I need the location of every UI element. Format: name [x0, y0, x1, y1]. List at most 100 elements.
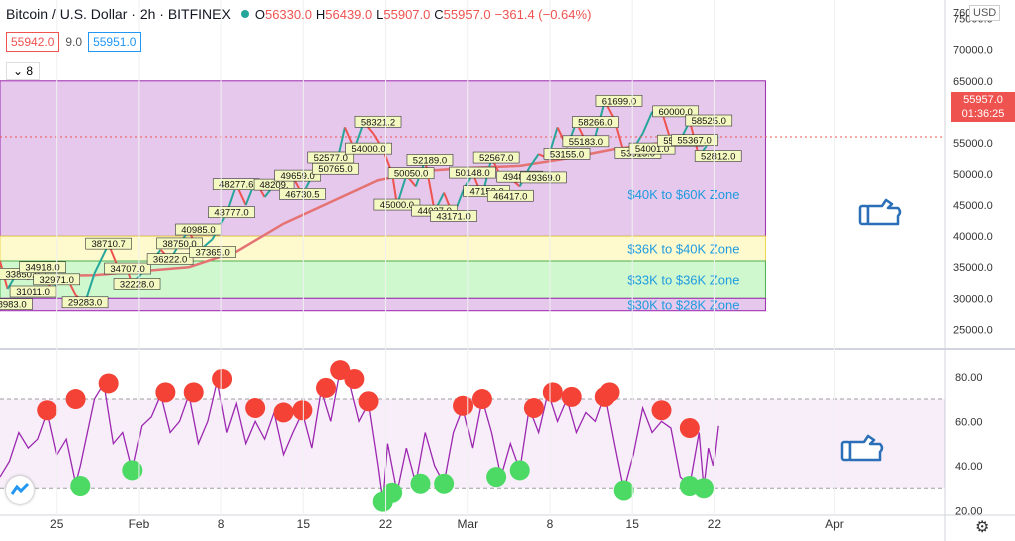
oversold-marker [382, 482, 403, 503]
overbought-marker [542, 382, 563, 403]
price-label-text: 58266.0 [578, 118, 612, 129]
price-axis-tick: 70000.0 [953, 45, 993, 57]
overbought-marker [37, 400, 58, 421]
price-segment [528, 153, 540, 169]
overbought-marker [358, 391, 379, 412]
currency-label[interactable]: USD [969, 5, 1001, 21]
rsi-axis-tick: 20.00 [955, 506, 983, 518]
open-label: O [254, 7, 265, 22]
rsi-band [0, 399, 945, 489]
tradingview-logo-icon[interactable] [6, 476, 34, 504]
thumbs-up-icon [858, 198, 902, 226]
overbought-marker [292, 400, 313, 421]
indicator-count: 8 [26, 64, 34, 78]
price-label: 43171.0 [430, 210, 477, 222]
price-label-text: 43171.0 [436, 211, 470, 222]
price-label-box [449, 166, 496, 179]
oversold-marker [434, 473, 455, 494]
thumbs-up-icon [840, 434, 884, 462]
price-label: 31011.0 [9, 285, 57, 298]
market-status-icon [240, 10, 249, 18]
price-label-box [61, 296, 109, 309]
time-axis-tick: Mar [457, 517, 478, 531]
price-label-box [628, 142, 676, 155]
price-label: 29283.0 [61, 296, 109, 309]
price-label-text: 52812.0 [701, 152, 735, 163]
sell-button[interactable]: 55942.0 [6, 32, 60, 52]
price-label-text: 29283.0 [68, 298, 102, 309]
price-label-text: 46730.5 [285, 189, 319, 200]
overbought-marker [155, 382, 176, 403]
thumb-hand [848, 434, 884, 462]
price-label: 58266.0 [572, 116, 619, 129]
price-label: 52577.0 [307, 151, 355, 164]
time-axis-tick: 8 [218, 517, 225, 531]
price-label-box [156, 237, 203, 250]
price-label-box [430, 210, 477, 222]
price-label-box [354, 115, 402, 128]
buy-button[interactable]: 55951.0 [88, 32, 142, 52]
overbought-marker [98, 373, 119, 394]
high-label: H [315, 7, 326, 22]
price-label-box [543, 148, 591, 160]
symbol-title[interactable]: Bitcoin / U.S. Dollar · 2h · BITFINEX [6, 6, 231, 22]
bar-countdown: 01:36:25 [961, 108, 1005, 120]
price-label: 38750.0 [156, 237, 203, 250]
last-price-tag: 55957.0 01:36:25 [951, 92, 1015, 122]
price-label-box [595, 94, 643, 107]
time-axis-tick: 8 [547, 517, 554, 531]
overbought-marker [651, 400, 672, 421]
rsi-axis-tick: 40.00 [955, 461, 983, 473]
price-label-text: 45000.0 [380, 200, 414, 211]
price-label: 61699.0 [595, 94, 643, 107]
high-value: 56439.0 [325, 7, 373, 22]
spread-value: 9.0 [65, 35, 83, 49]
price-label-box [562, 135, 610, 148]
oversold-marker [509, 460, 530, 481]
rsi-axis-tick: 80.00 [955, 372, 983, 384]
price-label-box [104, 262, 151, 275]
price-label: 37365.0 [189, 246, 236, 259]
price-label-text: 50148.0 [455, 168, 489, 179]
price-label-text: 50765.0 [318, 164, 352, 175]
price-label-box [387, 167, 435, 179]
price-axis-tick: 45000.0 [953, 200, 993, 212]
overbought-marker [344, 368, 365, 389]
price-label-text: 48209. [260, 180, 289, 191]
price-label-box [520, 171, 567, 184]
time-axis-tick: 25 [50, 517, 64, 531]
price-label-text: 58525.0 [692, 116, 726, 127]
price-label: 53155.0 [543, 148, 591, 160]
overbought-marker [183, 382, 204, 403]
overbought-marker [316, 377, 337, 398]
price-label: 49659.0 [274, 169, 321, 182]
overbought-marker [523, 397, 544, 418]
price-axis-tick: 35000.0 [953, 262, 993, 274]
price-label-box [279, 188, 326, 200]
price-label: 48277.6 [212, 178, 260, 191]
price-label-text: 32228.0 [120, 279, 154, 290]
indicator-toggle[interactable]: ⌄ 8 [6, 62, 41, 80]
price-label: 49369.0 [520, 171, 567, 184]
overbought-marker [471, 389, 492, 410]
price-label: 50050.0 [387, 167, 435, 180]
price-axis-tick: 30000.0 [953, 293, 993, 305]
price-label-box [253, 178, 295, 191]
chart-header: Bitcoin / U.S. Dollar · 2h · BITFINEX O56… [6, 6, 591, 22]
price-label-text: 34918.0 [25, 263, 59, 274]
price-label-box [146, 253, 194, 265]
price-label: 55367.0 [671, 134, 718, 147]
price-label-box [345, 142, 392, 155]
oversold-marker [613, 480, 634, 501]
thumb-hand [866, 198, 902, 226]
price-label-text: 37365.0 [195, 248, 229, 259]
price-label-text: 34707.0 [110, 264, 144, 275]
price-label: 28983.0 [0, 298, 33, 311]
close-label: C [434, 7, 444, 22]
open-value: 56330.0 [264, 7, 312, 22]
zone-label: $36K to $40K Zone [627, 242, 739, 257]
price-label-box [572, 116, 619, 128]
gear-icon[interactable]: ⚙ [975, 519, 990, 536]
price-label: 38710.7 [85, 237, 132, 250]
